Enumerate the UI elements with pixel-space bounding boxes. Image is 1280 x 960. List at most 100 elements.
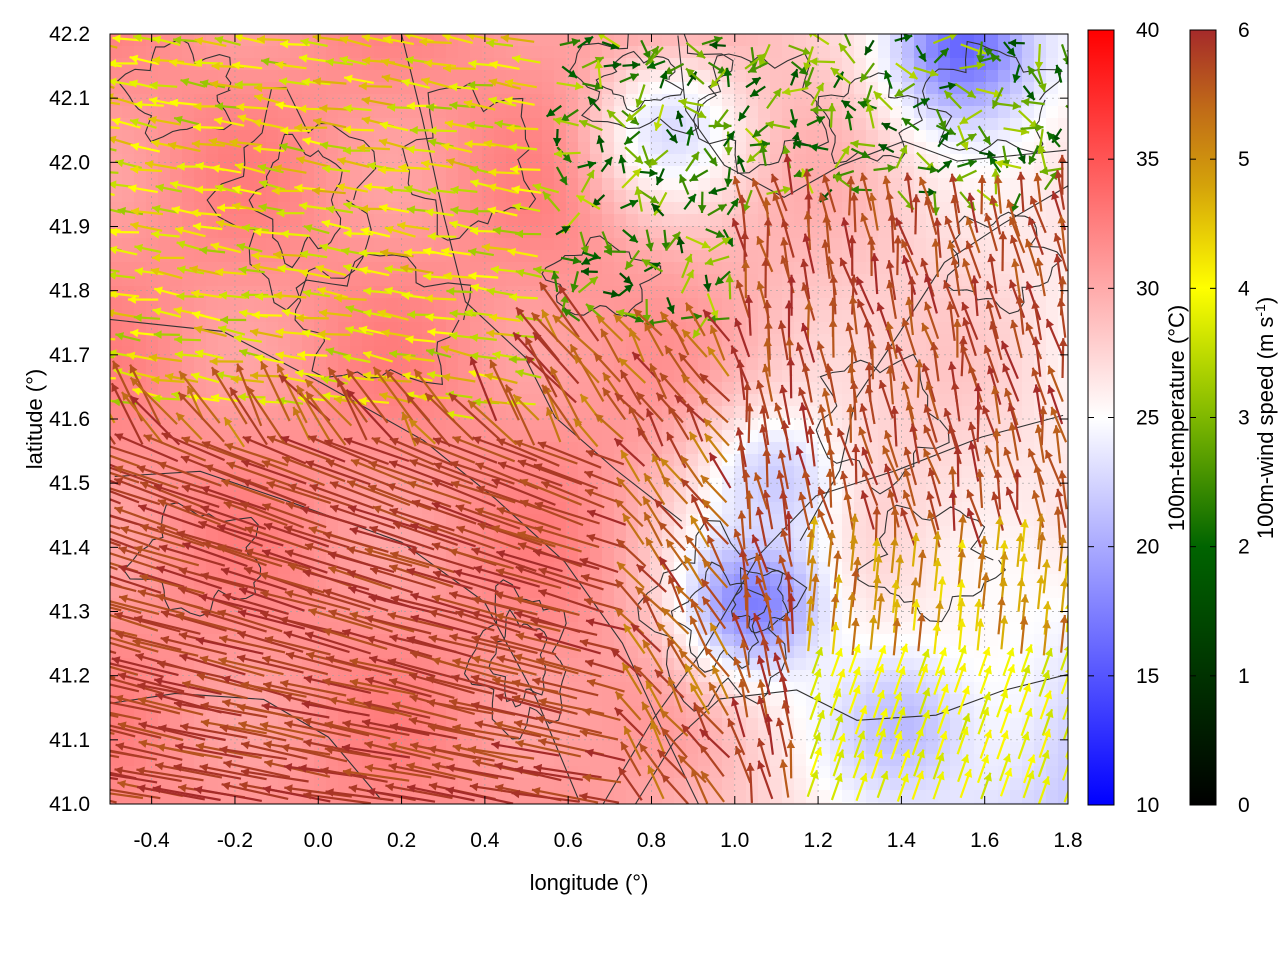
heatmap-cell xyxy=(542,82,555,95)
heatmap-cell xyxy=(662,166,675,179)
heatmap-cell xyxy=(638,178,651,191)
heatmap-cell xyxy=(542,94,555,107)
heatmap-cell xyxy=(662,358,675,371)
heatmap-cell xyxy=(314,46,327,59)
heatmap-cell xyxy=(854,130,867,143)
heatmap-cell xyxy=(530,418,543,431)
heatmap-cell xyxy=(290,70,303,83)
heatmap-cell xyxy=(866,598,879,611)
heatmap-cell xyxy=(1022,406,1035,419)
heatmap-cell xyxy=(758,106,771,119)
heatmap-cell xyxy=(602,742,615,755)
heatmap-cell xyxy=(1058,742,1068,755)
heatmap-cell xyxy=(746,442,759,455)
heatmap-cell xyxy=(434,238,447,251)
heatmap-cell xyxy=(206,274,219,287)
heatmap-cell xyxy=(986,478,999,491)
heatmap-cell xyxy=(1010,694,1023,707)
heatmap-cell xyxy=(782,70,795,83)
heatmap-cell xyxy=(386,298,399,311)
heatmap-cell xyxy=(974,70,987,83)
heatmap-cell xyxy=(314,298,327,311)
heatmap-cell xyxy=(950,70,963,83)
heatmap-cell xyxy=(194,46,207,59)
heatmap-cell xyxy=(302,94,315,107)
heatmap-cell xyxy=(578,46,591,59)
heatmap-cell xyxy=(662,82,675,95)
heatmap-cell xyxy=(578,214,591,227)
heatmap-cell xyxy=(1046,538,1059,551)
heatmap-cell xyxy=(950,106,963,119)
heatmap-cell xyxy=(938,550,951,563)
heatmap-cell xyxy=(986,70,999,83)
heatmap-cell xyxy=(374,106,387,119)
heatmap-cell xyxy=(302,190,315,203)
heatmap-cell xyxy=(650,82,663,95)
heatmap-cell xyxy=(662,490,675,503)
heatmap-cell xyxy=(794,310,807,323)
heatmap-cell xyxy=(1022,466,1035,479)
heatmap-cell xyxy=(506,70,519,83)
heatmap-cell xyxy=(326,322,339,335)
heatmap-cell xyxy=(242,358,255,371)
heatmap-cell xyxy=(914,346,927,359)
heatmap-cell xyxy=(542,118,555,131)
heatmap-cell xyxy=(962,382,975,395)
heatmap-cell xyxy=(782,58,795,71)
heatmap-cell xyxy=(338,130,351,143)
heatmap-cell xyxy=(554,94,567,107)
heatmap-cell xyxy=(146,274,159,287)
heatmap-cell xyxy=(1022,178,1035,191)
heatmap-cell xyxy=(794,514,807,527)
plot-area xyxy=(109,33,1069,805)
heatmap-cell xyxy=(278,70,291,83)
heatmap-cell xyxy=(110,262,123,275)
heatmap-cell xyxy=(650,286,663,299)
heatmap-cell xyxy=(746,358,759,371)
heatmap-cell xyxy=(854,502,867,515)
heatmap-cell xyxy=(1010,118,1023,131)
heatmap-cell xyxy=(734,118,747,131)
heatmap-cell xyxy=(1046,586,1059,599)
heatmap-cell xyxy=(578,94,591,107)
heatmap-cell xyxy=(926,586,939,599)
heatmap-cell xyxy=(170,154,183,167)
heatmap-cell xyxy=(818,298,831,311)
heatmap-cell xyxy=(722,190,735,203)
heatmap-cell xyxy=(770,286,783,299)
heatmap-cell xyxy=(770,346,783,359)
heatmap-cell xyxy=(350,334,363,347)
heatmap-cell xyxy=(578,58,591,71)
heatmap-cell xyxy=(398,106,411,119)
heatmap-cell xyxy=(734,490,747,503)
heatmap-cell xyxy=(398,298,411,311)
heatmap-cell xyxy=(122,70,135,83)
heatmap-cell xyxy=(662,658,675,671)
heatmap-cell xyxy=(410,214,423,227)
heatmap-cell xyxy=(194,106,207,119)
heatmap-cell xyxy=(770,70,783,83)
heatmap-cell xyxy=(494,298,507,311)
heatmap-cell xyxy=(518,238,531,251)
heatmap-cell xyxy=(1022,382,1035,395)
heatmap-cell xyxy=(1058,118,1068,131)
heatmap-cell xyxy=(926,130,939,143)
heatmap-cell xyxy=(710,394,723,407)
heatmap-cell xyxy=(746,94,759,107)
heatmap-cell xyxy=(1058,70,1068,83)
heatmap-cell xyxy=(362,130,375,143)
heatmap-cell xyxy=(230,130,243,143)
heatmap-cell xyxy=(842,418,855,431)
heatmap-cell xyxy=(746,754,759,767)
heatmap-cell xyxy=(170,70,183,83)
heatmap-cell xyxy=(590,286,603,299)
heatmap-cell xyxy=(1058,130,1068,143)
heatmap-cell xyxy=(770,502,783,515)
heatmap-cell xyxy=(110,46,123,59)
heatmap-cell xyxy=(938,478,951,491)
heatmap-cell xyxy=(770,130,783,143)
heatmap-cell xyxy=(134,274,147,287)
heatmap-cell xyxy=(998,250,1011,263)
heatmap-cell xyxy=(278,274,291,287)
heatmap-cell xyxy=(662,58,675,71)
